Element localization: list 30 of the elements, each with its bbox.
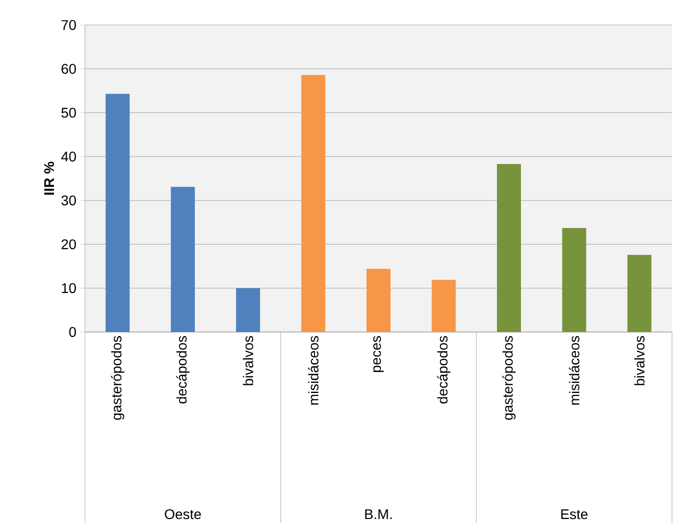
x-tick-label: decápodos [437,336,450,404]
x-tick-label: bivalvos [634,336,645,386]
y-tick-label: 40 [61,152,76,162]
bar [366,268,391,332]
bar [562,228,586,332]
y-tick-label: 0 [69,327,76,337]
text: Oeste [164,509,201,520]
y-tick-label: 10 [62,283,76,294]
y-tick-label: 30 [61,195,76,206]
bar [432,280,456,332]
bar [627,254,652,332]
text: B.M. [365,509,392,519]
y-tick-label: 60 [62,64,76,74]
x-tick-label: gasterópodos [110,336,124,420]
x-tick-label: peces [373,336,384,372]
x-tick-label: bivalvos [242,336,254,386]
y-tick-label: 50 [61,108,76,118]
x-tick-label: misidáceos [568,336,580,405]
text: Este [561,509,588,520]
y-tick-label: 70 [62,20,76,30]
y-axis-title: IIR % [44,162,54,195]
x-tick-label: misidáceos [308,336,319,405]
bar [170,186,195,332]
x-tick-label: decápodos [176,336,190,404]
bar [496,164,521,332]
bar [106,94,130,332]
bar [236,288,260,332]
x-tick-label: gasterópodos [502,336,516,420]
bar [301,75,326,332]
y-tick-label: 20 [62,239,76,250]
